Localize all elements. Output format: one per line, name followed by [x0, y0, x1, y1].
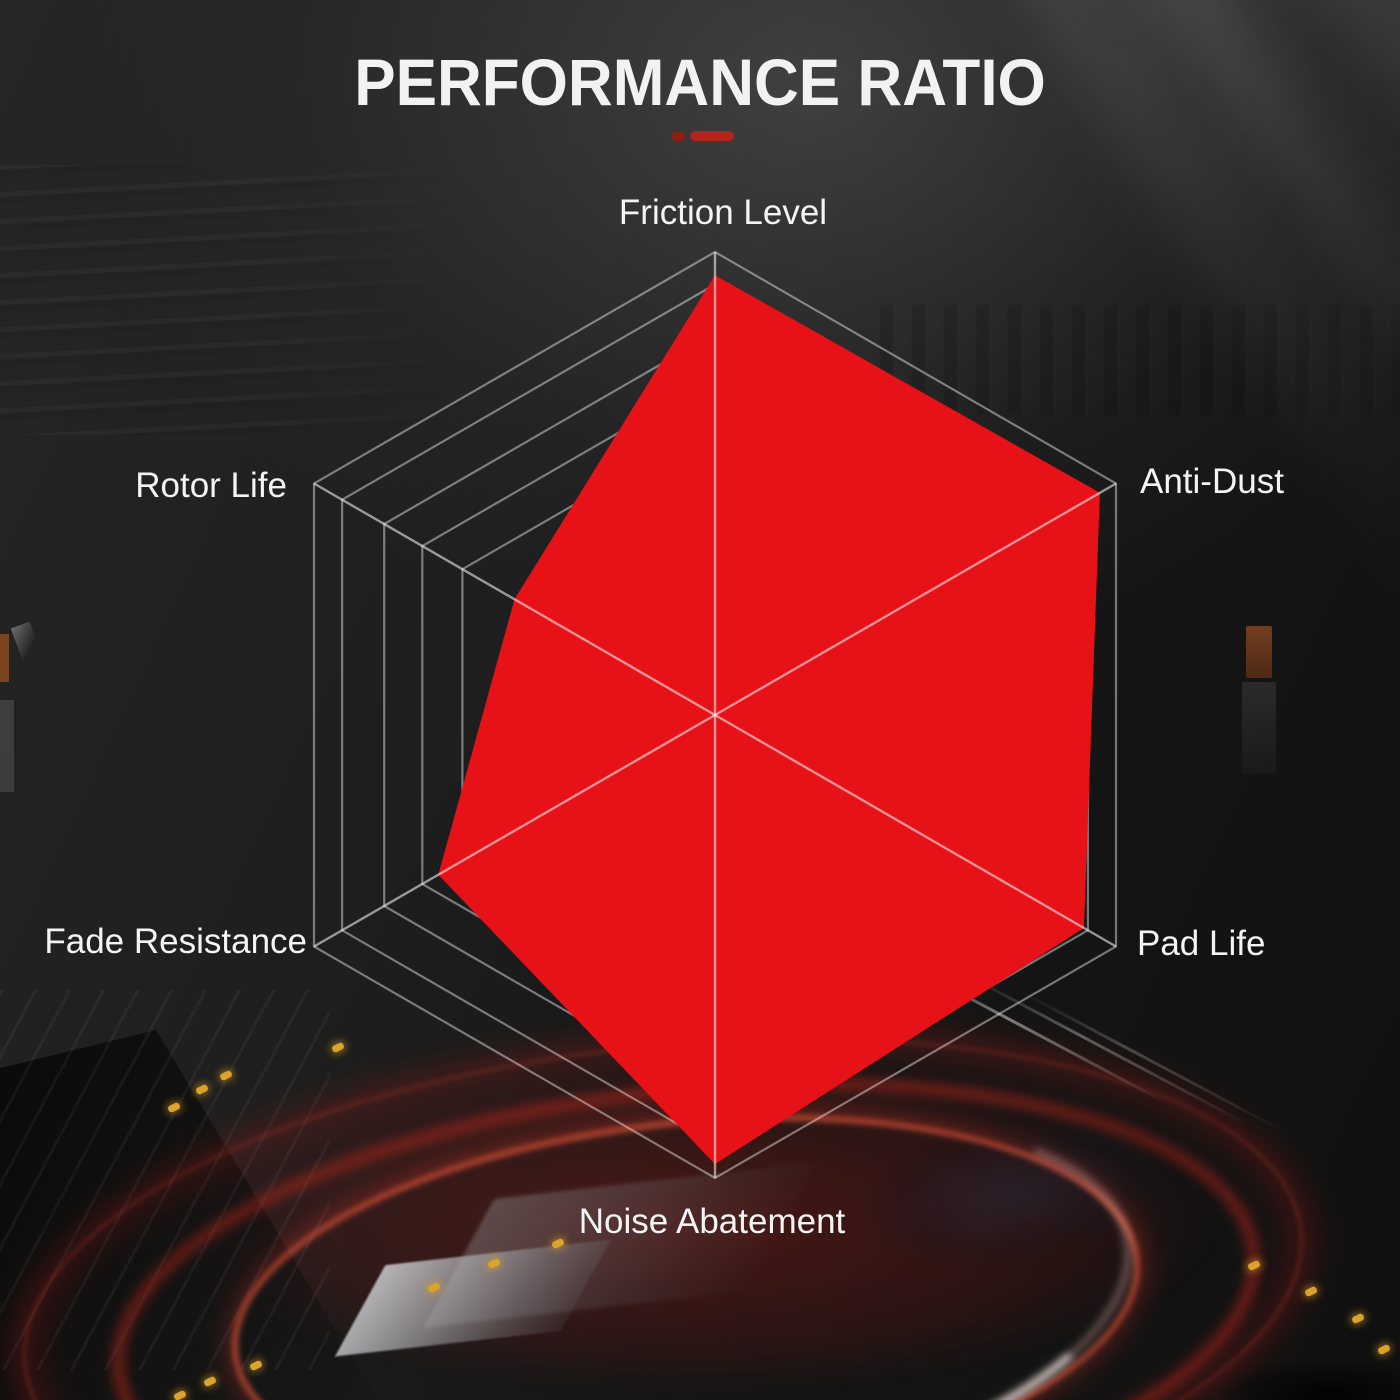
- radar-axis-spoke: [313, 482, 716, 717]
- radar-axis-spoke: [714, 713, 1117, 948]
- axis-label-noise-abatement: Noise Abatement: [578, 1202, 846, 1241]
- radar-axis-spoke: [714, 482, 1117, 717]
- axis-label-rotor-life: Rotor Life: [135, 466, 287, 505]
- axis-label-anti-dust: Anti-Dust: [1140, 462, 1284, 501]
- axis-label-friction-level: Friction Level: [618, 193, 828, 232]
- radar-value-polygon: [438, 275, 1100, 1165]
- title-divider-dot: [671, 132, 685, 141]
- page-title: PERFORMANCE RATIO: [354, 45, 1046, 119]
- axis-label-pad-life: Pad Life: [1137, 924, 1266, 963]
- title-divider-bar: [690, 131, 734, 141]
- axis-label-fade-resistance: Fade Resistance: [44, 922, 307, 961]
- radar-axis-spoke: [313, 713, 716, 948]
